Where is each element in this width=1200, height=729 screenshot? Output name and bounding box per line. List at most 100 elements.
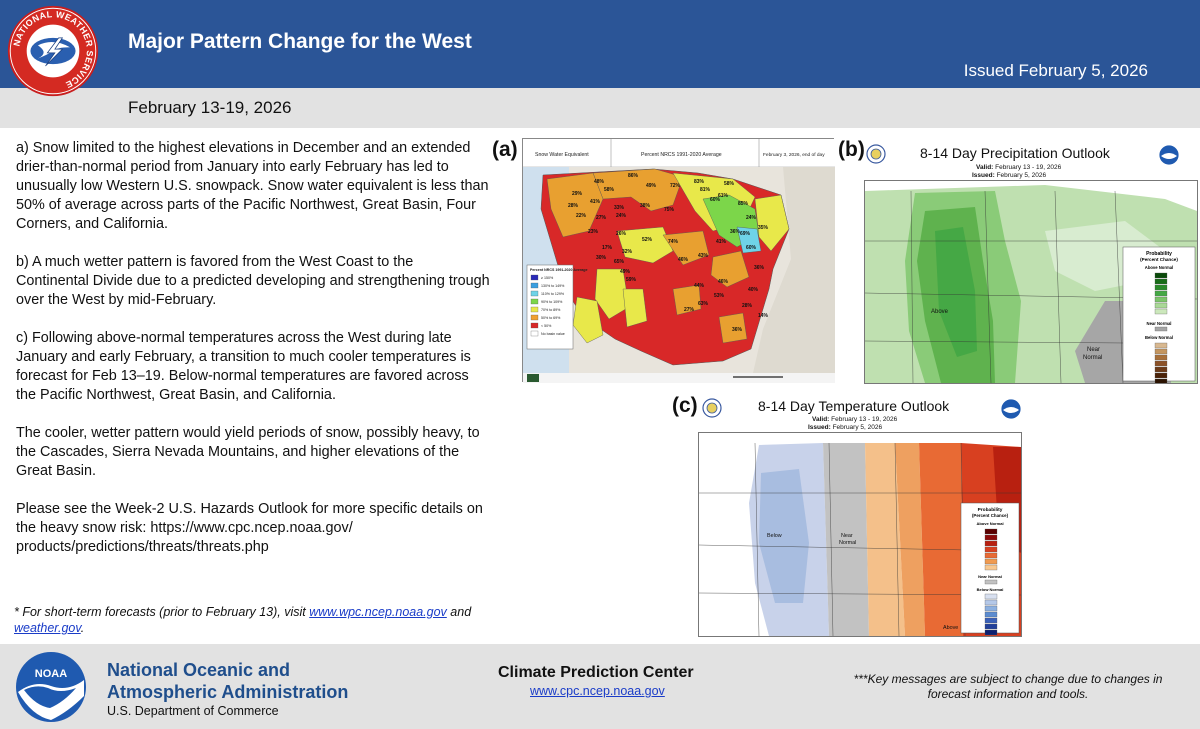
temp-legend-above-swatches — [984, 528, 998, 571]
swe-value-label: 43% — [698, 253, 709, 259]
swe-legend-swatch — [530, 282, 539, 289]
legend-swatch — [984, 558, 998, 565]
legend-swatch — [1154, 378, 1168, 385]
swe-value-label: 36% — [730, 229, 741, 235]
swe-value-label: 35% — [758, 225, 769, 231]
swe-value-label: 58% — [724, 181, 735, 187]
precip-legend-above-swatches — [1154, 272, 1168, 315]
temp-legend-title-2: (Percent Chance) — [972, 513, 1009, 518]
swe-header-left: Snow Water Equivalent — [535, 152, 589, 158]
legend-swatch — [1154, 296, 1168, 303]
swe-legend-swatch — [530, 274, 539, 281]
swe-value-label: 53% — [714, 293, 725, 299]
swe-legend-label: ≥ 150% — [541, 276, 554, 280]
noaa-logo-text: NOAA — [35, 668, 67, 680]
noaa-name-line1: National Oceanic and — [107, 660, 291, 680]
swe-value-label: 24% — [616, 213, 627, 219]
precip-outlook-map: Above Near Normal Probability (Percent C… — [864, 180, 1198, 385]
legend-swatch — [984, 593, 998, 600]
swe-legend-label: 90% to 109% — [541, 300, 563, 304]
swe-legend-label: 70% to 89% — [541, 308, 561, 312]
swe-value-label: 23% — [588, 229, 599, 235]
forecast-period: February 13-19, 2026 — [128, 98, 292, 117]
swe-legend-label: 50% to 69% — [541, 316, 561, 320]
swe-value-label: 65% — [614, 259, 625, 265]
noaa-seal-icon-2 — [1000, 398, 1022, 420]
swe-value-label: 44% — [694, 283, 705, 289]
swe-value-label: 72% — [670, 183, 681, 189]
legend-swatch — [984, 534, 998, 541]
legend-swatch — [1154, 366, 1168, 373]
temp-legend-near: Near Normal — [978, 574, 1002, 579]
swe-value-label: 48% — [594, 179, 605, 185]
legend-swatch — [1154, 272, 1168, 279]
swe-header-right: February 3, 2026, end of day — [763, 152, 825, 158]
precip-legend-title-1: Probability — [1146, 251, 1172, 257]
precip-near-label-1: Near — [1087, 347, 1100, 353]
temp-valid: Valid: February 13 - 19, 2026 — [812, 416, 898, 423]
noaa-seal-icon — [1158, 144, 1180, 166]
nws-seal-icon-2 — [702, 398, 722, 418]
message-snow: The cooler, wetter pattern would yield p… — [16, 425, 480, 479]
legend-swatch — [984, 611, 998, 618]
temp-outlook-map: Below Near Normal Above Probability (Per… — [698, 432, 1022, 637]
footnote-prefix: * For short-term forecasts (prior to Feb… — [14, 605, 310, 619]
swe-value-label: 83% — [694, 179, 705, 185]
key-messages: a) Snow limited to the highest elevation… — [16, 139, 490, 576]
legend-swatch — [1154, 372, 1168, 379]
swe-value-label: 69% — [740, 231, 751, 237]
legend-swatch — [984, 528, 998, 535]
cpc-link[interactable]: www.cpc.ncep.noaa.gov — [530, 684, 665, 698]
noaa-logo-icon: NOAA — [16, 652, 86, 722]
footnote-mid: and — [446, 605, 472, 619]
swe-value-label: 40% — [748, 287, 759, 293]
swe-legend-swatch — [530, 322, 539, 329]
swe-value-label: 49% — [646, 183, 657, 189]
swe-value-label: 61% — [718, 193, 729, 199]
legend-swatch — [984, 540, 998, 547]
temp-below-label: Below — [767, 533, 782, 539]
swe-legend-label: < 50% — [541, 324, 552, 328]
precip-above-label: Above — [931, 309, 949, 315]
legend-swatch — [1154, 360, 1168, 367]
swe-value-label: 60% — [710, 197, 721, 203]
legend-swatch — [984, 552, 998, 559]
swe-value-label: 32% — [622, 249, 633, 255]
temp-legend-above: Above Normal — [976, 521, 1003, 526]
swe-value-label: 46% — [678, 257, 689, 263]
header-bar: Major Pattern Change for the West Issued… — [0, 0, 1200, 88]
legend-swatch — [984, 629, 998, 636]
swe-legend-swatch — [530, 306, 539, 313]
legend-swatch — [984, 623, 998, 630]
swe-value-label: 41% — [716, 239, 727, 245]
swe-value-label: 52% — [642, 237, 653, 243]
subheader-bar: February 13-19, 2026 — [0, 88, 1200, 128]
cpc-name: Climate Prediction Center — [498, 664, 694, 681]
wpc-link[interactable]: www.wpc.ncep.noaa.gov — [309, 605, 447, 619]
message-a: a) Snow limited to the highest elevation… — [16, 140, 489, 232]
weathergov-link[interactable]: weather.gov — [14, 621, 81, 635]
temp-legend-below-swatches — [984, 593, 998, 636]
legend-swatch — [1154, 302, 1168, 309]
swe-value-label: 24% — [746, 215, 757, 221]
noaa-name-line2: Atmospheric Administration — [107, 682, 349, 702]
swe-header-mid: Percent NRCS 1991-2020 Average — [641, 152, 722, 158]
swe-value-label: 27% — [596, 215, 607, 221]
disclaimer: ***Key messages are subject to change du… — [853, 672, 1163, 701]
precip-near-label-2: Normal — [1083, 355, 1102, 361]
legend-swatch — [1154, 348, 1168, 355]
swe-value-label: 41% — [590, 199, 601, 205]
legend-swatch — [984, 617, 998, 624]
nws-logo-icon: NATIONAL WEATHER SERVICE — [7, 5, 99, 97]
legend-swatch — [1154, 308, 1168, 315]
footnote-suffix: . — [80, 621, 85, 635]
swe-value-label: 38% — [640, 203, 651, 209]
swe-value-label: 30% — [596, 255, 607, 261]
swe-legend-label: 110% to 129% — [541, 292, 565, 296]
swe-legend: ≥ 150% 130% to 149% 110% to 129% 90% to 109… — [530, 274, 565, 337]
swe-value-label: 33% — [614, 205, 625, 211]
page-title: Major Pattern Change for the West — [128, 30, 472, 53]
temp-outlook-title: 8-14 Day Temperature Outlook — [758, 398, 950, 414]
swe-legend-label: 130% to 149% — [541, 284, 565, 288]
